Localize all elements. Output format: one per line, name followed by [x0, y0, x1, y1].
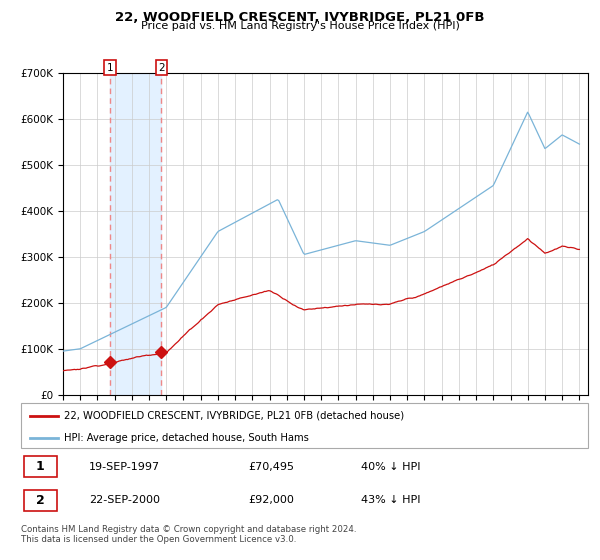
Text: 1: 1 [107, 63, 113, 73]
Text: 22, WOODFIELD CRESCENT, IVYBRIDGE, PL21 0FB: 22, WOODFIELD CRESCENT, IVYBRIDGE, PL21 … [115, 11, 485, 24]
Text: £92,000: £92,000 [248, 495, 293, 505]
Text: 2: 2 [36, 494, 44, 507]
Text: Contains HM Land Registry data © Crown copyright and database right 2024.
This d: Contains HM Land Registry data © Crown c… [21, 525, 356, 544]
FancyBboxPatch shape [24, 489, 57, 511]
Text: 22, WOODFIELD CRESCENT, IVYBRIDGE, PL21 0FB (detached house): 22, WOODFIELD CRESCENT, IVYBRIDGE, PL21 … [64, 410, 404, 421]
Text: 40% ↓ HPI: 40% ↓ HPI [361, 461, 421, 472]
Bar [110, 73, 161, 395]
Text: 19-SEP-1997: 19-SEP-1997 [89, 461, 160, 472]
Text: £70,495: £70,495 [248, 461, 294, 472]
Text: 22-SEP-2000: 22-SEP-2000 [89, 495, 160, 505]
FancyBboxPatch shape [24, 456, 57, 477]
Text: HPI: Average price, detached house, South Hams: HPI: Average price, detached house, Sout… [64, 433, 308, 443]
Text: 2: 2 [158, 63, 165, 73]
Text: Price paid vs. HM Land Registry's House Price Index (HPI): Price paid vs. HM Land Registry's House … [140, 21, 460, 31]
Text: 1: 1 [36, 460, 44, 473]
Text: 43% ↓ HPI: 43% ↓ HPI [361, 495, 421, 505]
